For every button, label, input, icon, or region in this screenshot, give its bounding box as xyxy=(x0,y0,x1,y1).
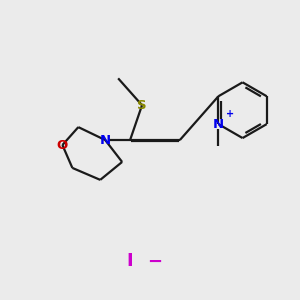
Text: S: S xyxy=(137,99,147,112)
Text: +: + xyxy=(226,109,234,119)
Text: N: N xyxy=(213,118,224,130)
Text: I: I xyxy=(127,253,134,271)
Text: O: O xyxy=(57,139,68,152)
Text: N: N xyxy=(100,134,111,146)
Text: −: − xyxy=(147,253,163,271)
